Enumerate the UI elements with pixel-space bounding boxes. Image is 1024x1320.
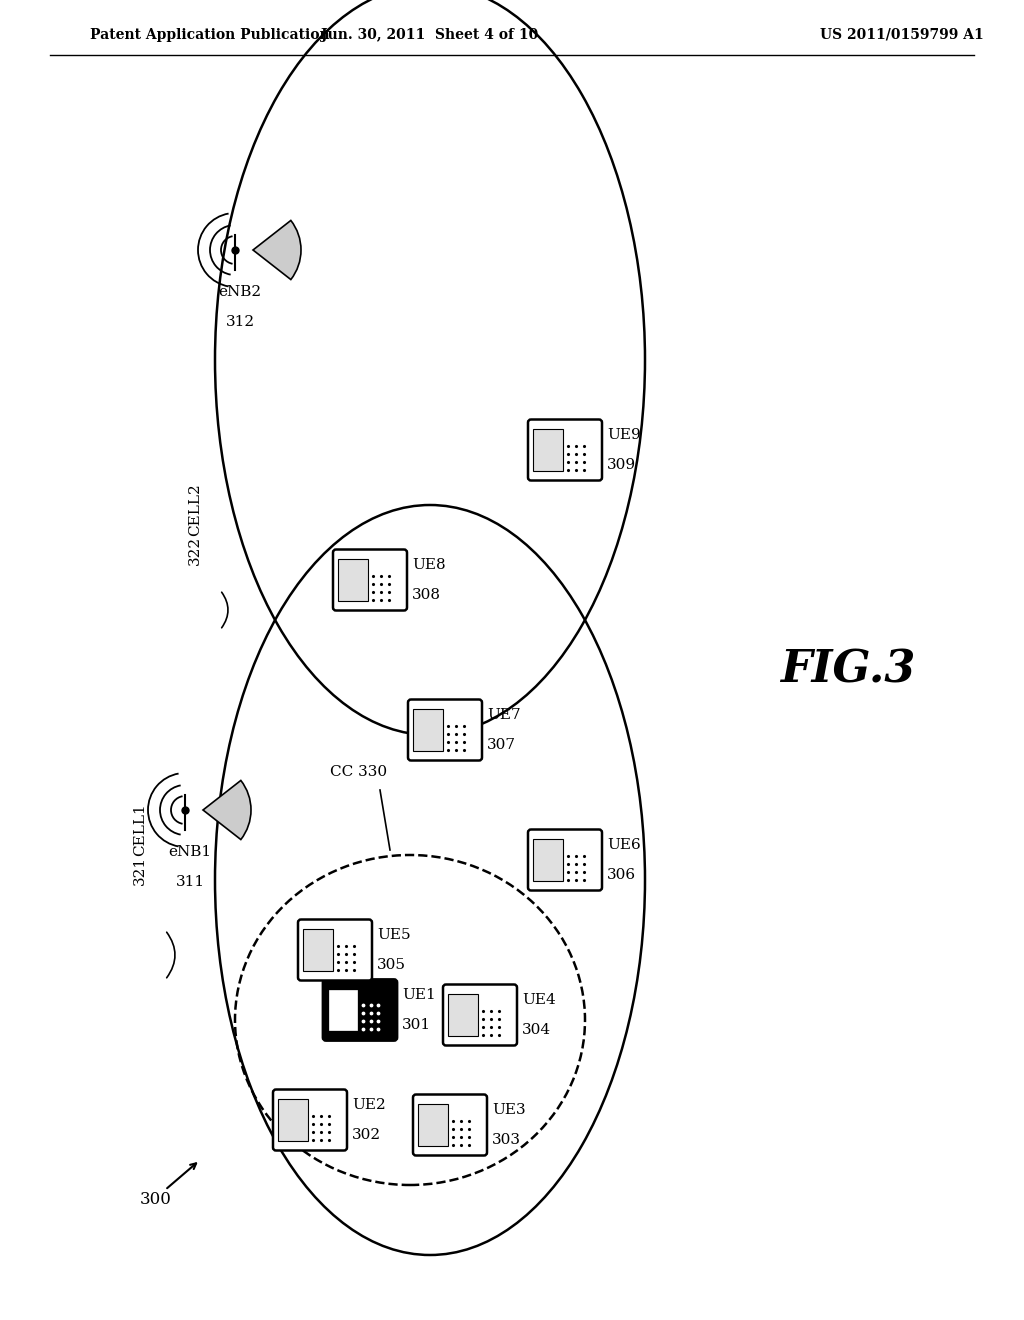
FancyBboxPatch shape bbox=[333, 549, 407, 610]
FancyBboxPatch shape bbox=[528, 420, 602, 480]
Text: UE6: UE6 bbox=[607, 838, 641, 851]
Text: UE5: UE5 bbox=[377, 928, 411, 942]
Text: CELL1: CELL1 bbox=[133, 804, 147, 857]
FancyBboxPatch shape bbox=[329, 990, 357, 1030]
Text: US 2011/0159799 A1: US 2011/0159799 A1 bbox=[820, 28, 984, 42]
Text: 303: 303 bbox=[492, 1133, 521, 1147]
Text: 308: 308 bbox=[412, 587, 441, 602]
Text: 302: 302 bbox=[352, 1129, 381, 1142]
FancyBboxPatch shape bbox=[279, 1100, 307, 1140]
Text: 321: 321 bbox=[133, 855, 147, 884]
FancyBboxPatch shape bbox=[273, 1089, 347, 1151]
FancyBboxPatch shape bbox=[449, 994, 477, 1036]
Wedge shape bbox=[253, 220, 301, 280]
FancyBboxPatch shape bbox=[408, 700, 482, 760]
FancyBboxPatch shape bbox=[534, 840, 562, 880]
Text: 304: 304 bbox=[522, 1023, 551, 1038]
Text: CC 330: CC 330 bbox=[330, 766, 387, 779]
Text: UE3: UE3 bbox=[492, 1104, 525, 1117]
Text: 322: 322 bbox=[188, 536, 202, 565]
Text: 301: 301 bbox=[402, 1018, 431, 1032]
Text: UE9: UE9 bbox=[607, 428, 641, 442]
FancyBboxPatch shape bbox=[298, 920, 372, 981]
FancyBboxPatch shape bbox=[419, 1105, 447, 1146]
Text: 306: 306 bbox=[607, 869, 636, 882]
Text: CELL2: CELL2 bbox=[188, 483, 202, 536]
FancyBboxPatch shape bbox=[443, 985, 517, 1045]
Text: eNB2: eNB2 bbox=[218, 285, 261, 300]
FancyBboxPatch shape bbox=[534, 429, 562, 471]
Text: UE8: UE8 bbox=[412, 558, 445, 572]
Text: 300: 300 bbox=[140, 1192, 172, 1209]
Text: UE7: UE7 bbox=[487, 708, 520, 722]
Text: FIG.3: FIG.3 bbox=[780, 648, 915, 692]
Text: 311: 311 bbox=[175, 875, 205, 888]
Text: 305: 305 bbox=[377, 958, 406, 972]
Text: 309: 309 bbox=[607, 458, 636, 473]
Text: Patent Application Publication: Patent Application Publication bbox=[90, 28, 330, 42]
FancyBboxPatch shape bbox=[528, 829, 602, 891]
Text: 312: 312 bbox=[225, 315, 255, 329]
Text: UE2: UE2 bbox=[352, 1098, 386, 1111]
FancyBboxPatch shape bbox=[338, 560, 368, 601]
Text: eNB1: eNB1 bbox=[168, 845, 212, 859]
Wedge shape bbox=[203, 780, 251, 840]
FancyBboxPatch shape bbox=[413, 1094, 487, 1155]
FancyBboxPatch shape bbox=[323, 979, 397, 1040]
Text: UE1: UE1 bbox=[402, 987, 436, 1002]
Text: Jun. 30, 2011  Sheet 4 of 10: Jun. 30, 2011 Sheet 4 of 10 bbox=[322, 28, 539, 42]
Text: UE4: UE4 bbox=[522, 993, 556, 1007]
FancyBboxPatch shape bbox=[414, 709, 442, 751]
FancyBboxPatch shape bbox=[303, 929, 333, 970]
Text: 307: 307 bbox=[487, 738, 516, 752]
